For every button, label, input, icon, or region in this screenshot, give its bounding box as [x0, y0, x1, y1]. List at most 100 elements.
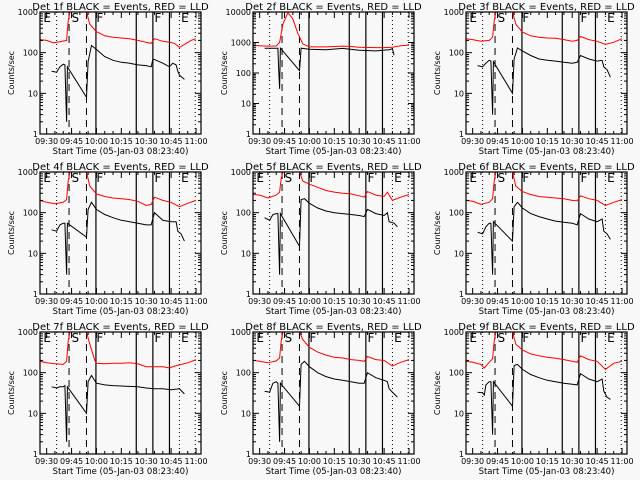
x-tick-label: 10:00 [298, 137, 321, 146]
marker-label: S [498, 171, 506, 185]
x-tick-label: 11:00 [184, 457, 207, 466]
y-axis-label: Counts/sec [7, 51, 16, 95]
y-tick-label: 1 [33, 450, 38, 459]
series-line-events [51, 201, 185, 275]
series-line-events [51, 374, 185, 442]
marker-label: S [72, 331, 80, 345]
series-line-events [264, 198, 398, 275]
x-tick-label: 10:45 [373, 137, 396, 146]
marker-label: S [72, 171, 80, 185]
series-line-lld [466, 172, 623, 207]
x-tick-label: 10:00 [85, 297, 108, 306]
marker-label: F [522, 331, 529, 345]
x-tick-label: 10:00 [298, 457, 321, 466]
y-tick-label: 100 [23, 369, 38, 378]
x-tick-label: 10:30 [135, 457, 158, 466]
x-axis-label: Start Time (05-Jan-03 08:23:40) [53, 467, 189, 477]
marker-label: E [394, 331, 402, 345]
x-tick-label: 10:45 [160, 457, 183, 466]
x-axis-label: Start Time (05-Jan-03 08:23:40) [266, 307, 402, 317]
y-tick-label: 10 [241, 100, 251, 109]
panel-det9f: Det 9f BLACK = Events, RED = LLDESFFE110… [433, 322, 635, 477]
chart-title: Det 6f BLACK = Events, RED = LLD [458, 162, 635, 173]
chart-title: Det 4f BLACK = Events, RED = LLD [32, 162, 209, 173]
y-tick-label: 1 [459, 450, 464, 459]
chart-title: Det 5f BLACK = Events, RED = LLD [245, 162, 422, 173]
y-axis-label: Counts/sec [220, 211, 229, 255]
y-tick-label: 10 [454, 409, 464, 418]
x-tick-label: 10:00 [511, 137, 534, 146]
x-tick-label: 11:00 [397, 297, 420, 306]
marker-label: E [181, 11, 189, 25]
y-axis-label: Counts/sec [433, 51, 442, 95]
marker-label: F [522, 11, 529, 25]
x-axis-label: Start Time (05-Jan-03 08:23:40) [266, 147, 402, 157]
y-axis-label: Counts/sec [433, 211, 442, 255]
plot-frame [252, 331, 415, 455]
y-axis-label: Counts/sec [433, 371, 442, 415]
series-line-lld [40, 12, 197, 49]
marker-label: F [309, 171, 316, 185]
x-tick-label: 10:45 [586, 137, 609, 146]
panel-det7f: Det 7f BLACK = Events, RED = LLDESFFE110… [7, 322, 209, 477]
x-tick-label: 10:30 [561, 137, 584, 146]
y-tick-label: 10 [241, 249, 251, 258]
panel-det4f: Det 4f BLACK = Events, RED = LLDESFFE110… [7, 162, 209, 317]
y-tick-label: 10 [28, 409, 38, 418]
y-tick-label: 1 [246, 450, 251, 459]
marker-label: F [155, 11, 162, 25]
series-line-lld [40, 172, 197, 208]
x-tick-label: 09:45 [60, 297, 83, 306]
x-tick-label: 11:00 [397, 457, 420, 466]
x-tick-label: 11:00 [610, 297, 633, 306]
x-axis-label: Start Time (05-Jan-03 08:23:40) [266, 467, 402, 477]
panel-det1f: Det 1f BLACK = Events, RED = LLDESFFE110… [7, 2, 209, 157]
marker-label: S [285, 171, 293, 185]
x-tick-label: 10:30 [561, 457, 584, 466]
x-tick-label: 09:30 [461, 137, 484, 146]
marker-label: F [581, 11, 588, 25]
y-tick-label: 100 [236, 69, 251, 78]
x-tick-label: 11:00 [610, 137, 633, 146]
x-axis-label: Start Time (05-Jan-03 08:23:40) [479, 147, 615, 157]
x-axis-label: Start Time (05-Jan-03 08:23:40) [479, 467, 615, 477]
plot-frame [465, 171, 628, 295]
chart-title: Det 8f BLACK = Events, RED = LLD [245, 322, 422, 333]
x-tick-label: 10:30 [348, 137, 371, 146]
y-tick-label: 1000 [231, 328, 251, 337]
x-tick-label: 10:30 [348, 297, 371, 306]
marker-label: E [607, 331, 615, 345]
y-tick-label: 100 [236, 369, 251, 378]
marker-label: E [181, 171, 189, 185]
y-axis-label: Counts/sec [7, 211, 16, 255]
y-tick-label: 1000 [231, 168, 251, 177]
marker-label: S [498, 11, 506, 25]
y-tick-label: 1000 [231, 39, 251, 48]
y-axis-label: Counts/sec [220, 51, 229, 95]
marker-label: S [285, 331, 293, 345]
x-tick-label: 10:45 [586, 297, 609, 306]
x-tick-label: 09:30 [461, 457, 484, 466]
x-tick-label: 09:45 [486, 137, 509, 146]
y-tick-label: 1000 [18, 328, 38, 337]
x-tick-label: 10:45 [586, 457, 609, 466]
y-tick-label: 1 [246, 290, 251, 299]
panel-det2f: Det 2f BLACK = Events, RED = LLD 1 10 100 10… [220, 2, 422, 157]
y-axis-label: Counts/sec [220, 371, 229, 415]
x-tick-label: 11:00 [184, 297, 207, 306]
x-tick-label: 10:00 [85, 137, 108, 146]
y-tick-label: 1000 [444, 8, 464, 17]
series-line-events [477, 47, 611, 115]
series-line-events [51, 44, 185, 122]
marker-label: E [394, 171, 402, 185]
marker-label: E [607, 171, 615, 185]
x-tick-label: 10:00 [85, 457, 108, 466]
y-tick-label: 1 [33, 130, 38, 139]
x-tick-label: 10:30 [348, 457, 371, 466]
marker-label: F [155, 171, 162, 185]
marker-label: F [522, 171, 529, 185]
x-tick-label: 09:45 [273, 457, 296, 466]
y-tick-label: 100 [449, 209, 464, 218]
x-tick-label: 10:15 [110, 137, 133, 146]
plot-frame [252, 171, 415, 295]
